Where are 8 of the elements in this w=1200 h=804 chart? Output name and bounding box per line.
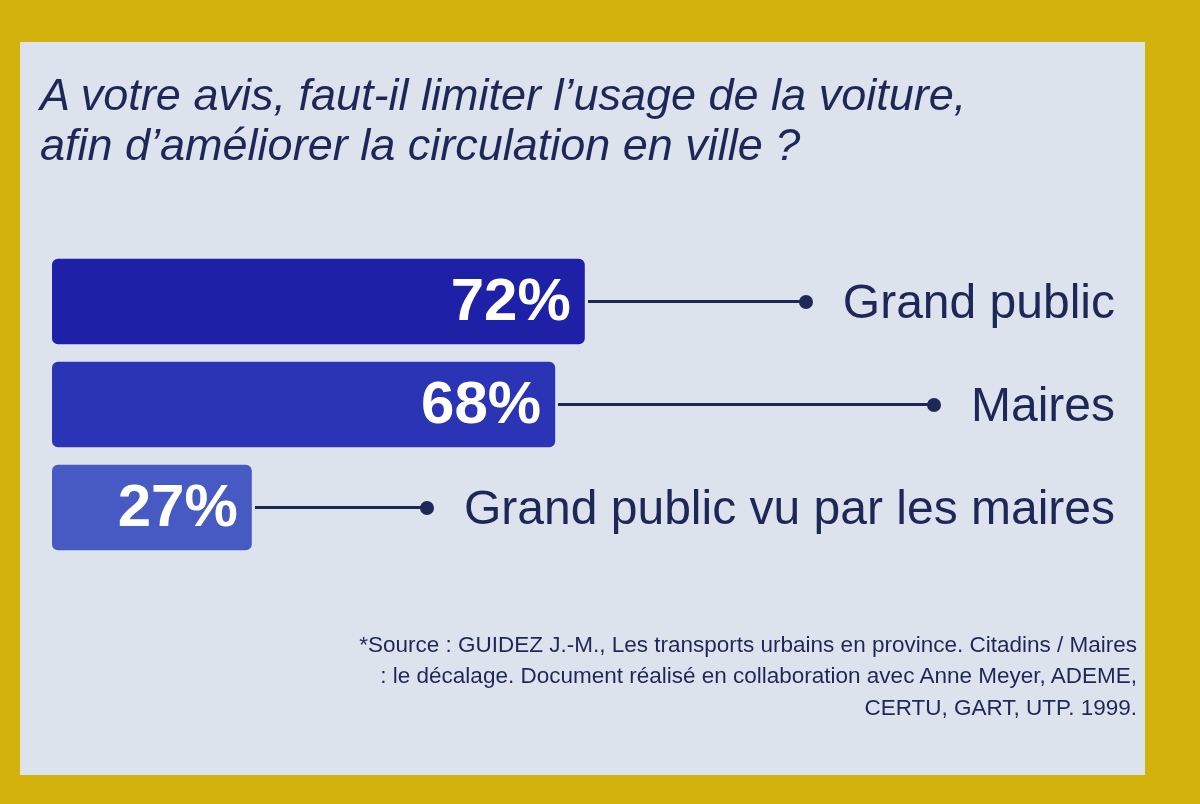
data-label: 68%: [421, 369, 542, 437]
text: *Source : GUIDEZ J.-M., Les transports urbains en province. Citadins / Maires : le décalage. Document réalisé en collaboration avec Anne Meyer, ADEME, CERTU, GART, UTP. 1999.: [358, 630, 1137, 722]
y-tick-label: Grand public vu par les maires: [464, 479, 1115, 536]
y-tick-label: Maires: [970, 376, 1115, 433]
data-label: 72%: [450, 266, 571, 334]
data-label: 27%: [117, 472, 238, 540]
y-tick-label: Grand public: [842, 273, 1115, 330]
chart-title: A votre avis, faut-il limiter l’usage de la voiture, afin d’améliorer la circulation en ville ?: [40, 69, 968, 171]
